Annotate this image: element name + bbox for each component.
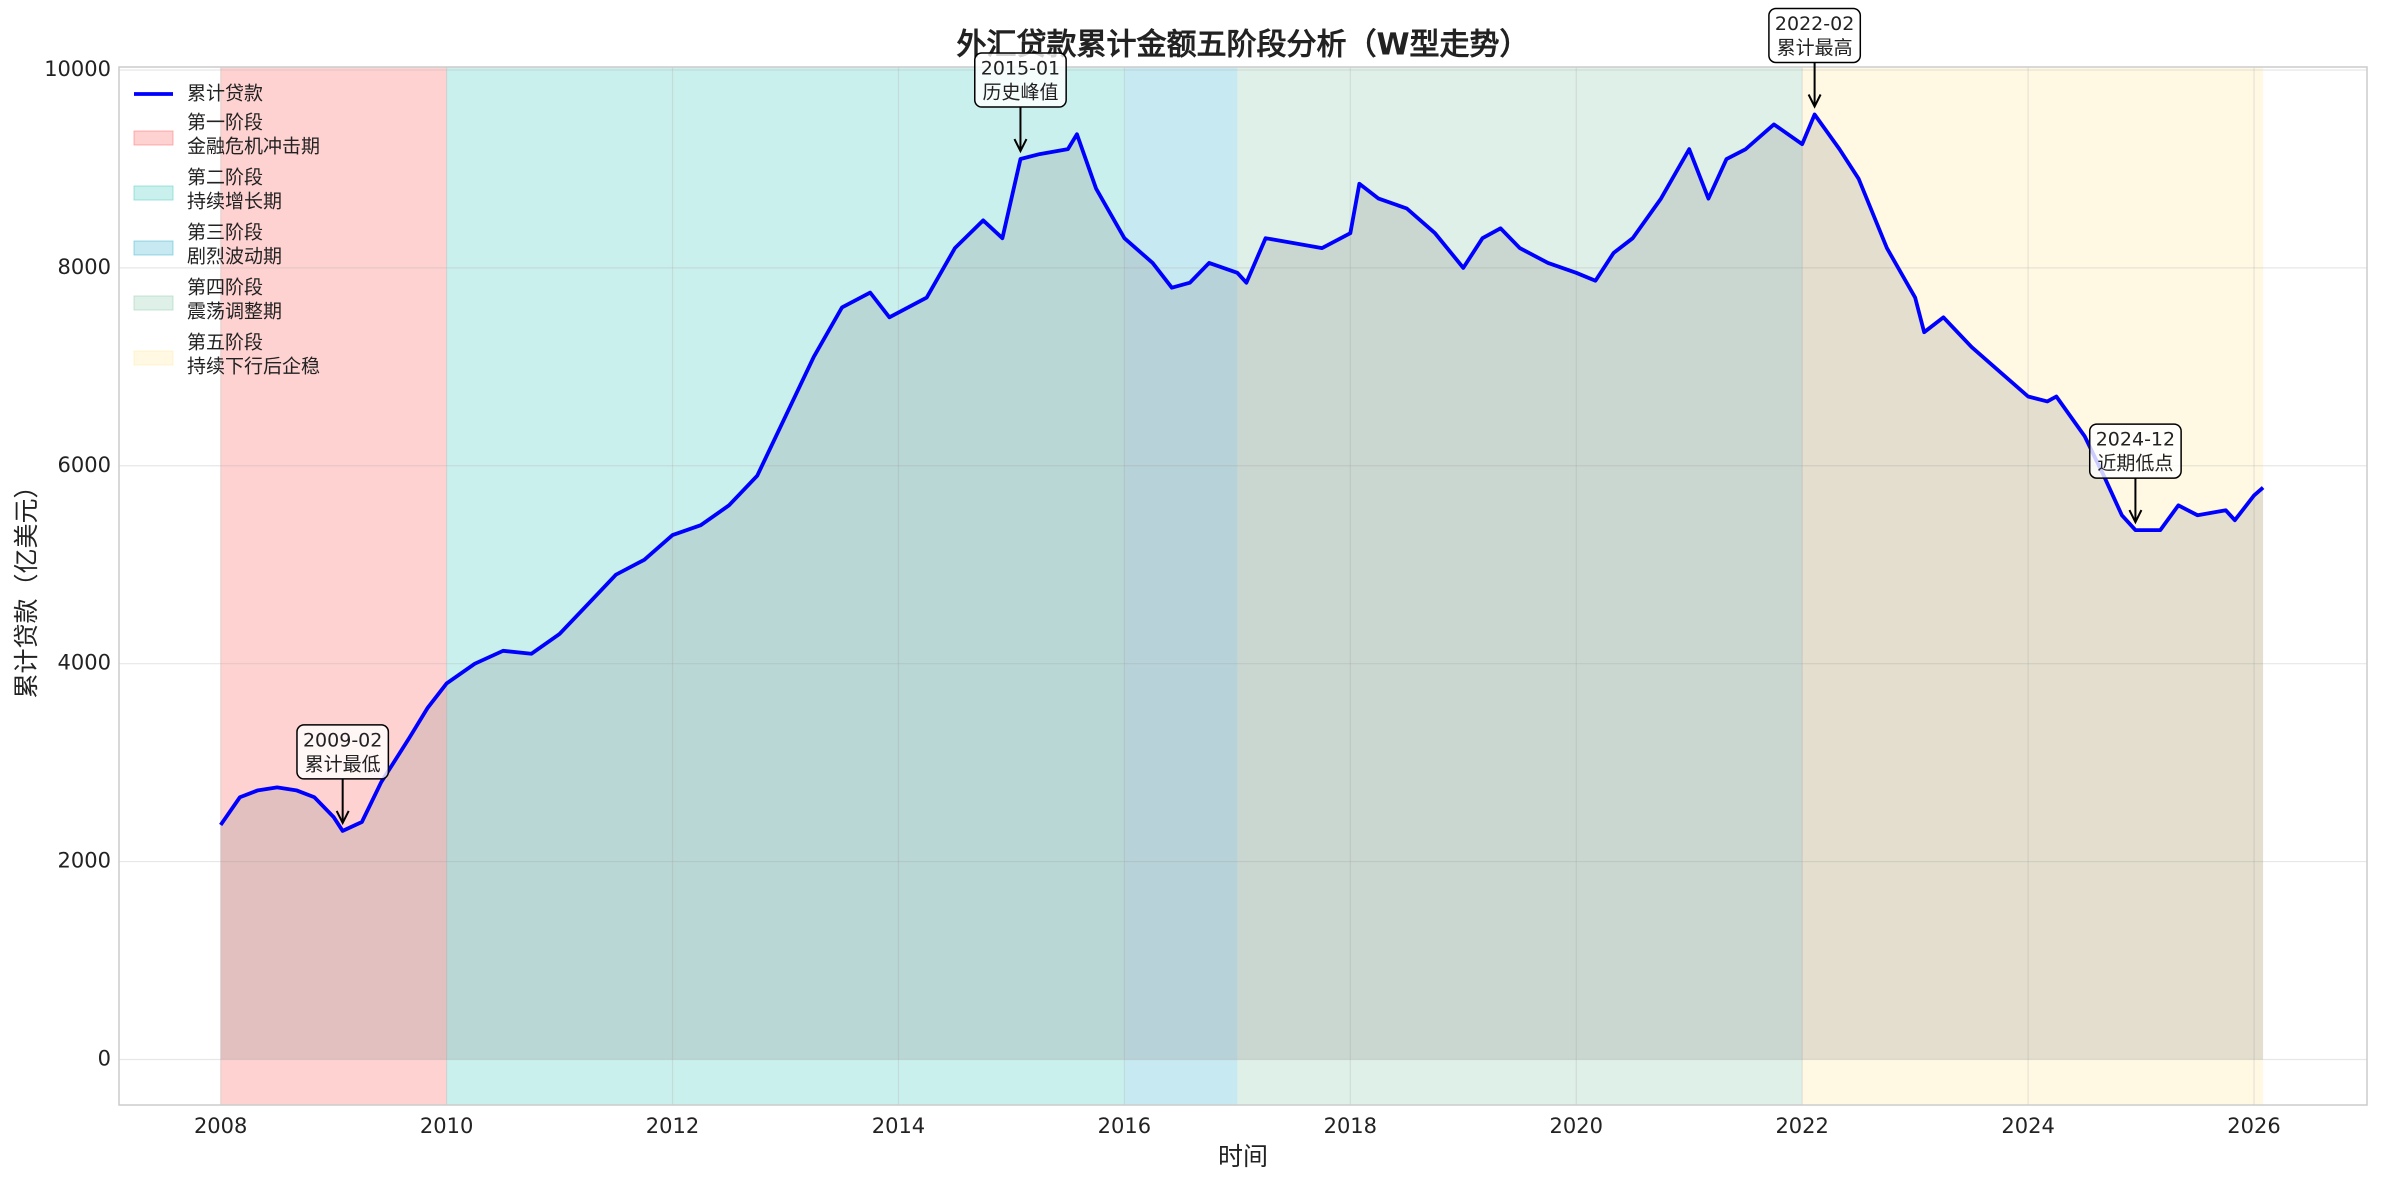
x-tick-label: 2026 bbox=[2227, 1114, 2280, 1138]
y-tick-label: 4000 bbox=[58, 651, 111, 675]
arrow-head bbox=[1013, 138, 1028, 154]
legend-label: 持续增长期 bbox=[187, 191, 282, 213]
legend-label: 累计贷款 bbox=[187, 83, 263, 105]
x-tick-label: 2024 bbox=[2001, 1114, 2054, 1138]
y-tick-label: 6000 bbox=[58, 453, 111, 477]
x-tick-label: 2016 bbox=[1098, 1114, 1151, 1138]
x-tick-label: 2022 bbox=[1775, 1114, 1828, 1138]
phase-band bbox=[220, 67, 447, 1105]
annotation-text: 累计最高 bbox=[1777, 37, 1853, 59]
annotation-text: 历史峰值 bbox=[982, 82, 1058, 104]
phase-band bbox=[1802, 67, 2264, 1105]
area-fill bbox=[220, 114, 2264, 1060]
legend-swatch bbox=[133, 130, 174, 146]
legend-label: 震荡调整期 bbox=[187, 301, 282, 323]
annotation-text: 近期低点 bbox=[2097, 453, 2173, 475]
legend-label: 第五阶段 bbox=[187, 332, 263, 354]
x-tick-label: 2014 bbox=[872, 1114, 925, 1138]
x-axis-label: 时间 bbox=[1218, 1142, 1268, 1171]
legend-label: 第三阶段 bbox=[187, 222, 263, 244]
legend-swatch bbox=[133, 240, 174, 256]
legend-swatch bbox=[133, 350, 174, 366]
y-tick-label: 8000 bbox=[58, 255, 111, 279]
annotation-date: 2015-01 bbox=[981, 58, 1060, 80]
annotation-box bbox=[296, 724, 390, 780]
legend-label: 第一阶段 bbox=[187, 112, 263, 134]
legend-label: 第二阶段 bbox=[187, 167, 263, 189]
phase-band bbox=[446, 67, 1125, 1105]
x-tick-label: 2010 bbox=[420, 1114, 473, 1138]
plot-frame bbox=[118, 66, 2368, 1106]
annotation-box bbox=[974, 52, 1067, 108]
legend-label: 持续下行后企稳 bbox=[187, 356, 320, 378]
legend-label: 剧烈波动期 bbox=[187, 246, 282, 268]
annotation-date: 2024-12 bbox=[2096, 429, 2175, 451]
arrow-head bbox=[335, 810, 350, 826]
x-tick-label: 2018 bbox=[1324, 1114, 1377, 1138]
annotation-text: 累计最低 bbox=[305, 753, 381, 775]
y-axis-label: 累计贷款（亿美元） bbox=[12, 473, 41, 698]
arrow-head bbox=[2128, 509, 2143, 525]
legend-swatch bbox=[133, 185, 174, 201]
x-tick-label: 2012 bbox=[646, 1114, 699, 1138]
annotation-date: 2022-02 bbox=[1775, 13, 1854, 35]
x-tick-label: 2020 bbox=[1550, 1114, 1603, 1138]
plot-area bbox=[119, 67, 2367, 1105]
y-tick-label: 2000 bbox=[58, 849, 111, 873]
annotation-box bbox=[2088, 423, 2182, 479]
y-tick-label: 10000 bbox=[44, 57, 111, 81]
series-line bbox=[219, 112, 2265, 833]
legend-swatch bbox=[133, 295, 174, 311]
legend-label: 金融危机冲击期 bbox=[187, 136, 320, 158]
phase-band bbox=[1124, 67, 1238, 1105]
annotation-date: 2009-02 bbox=[303, 729, 382, 751]
x-tick-label: 2008 bbox=[194, 1114, 247, 1138]
phase-band bbox=[1237, 67, 1803, 1105]
annotation-box bbox=[1768, 7, 1862, 64]
legend-label: 第四阶段 bbox=[187, 277, 263, 299]
arrow-head bbox=[1807, 94, 1822, 109]
y-tick-label: 0 bbox=[98, 1046, 111, 1070]
